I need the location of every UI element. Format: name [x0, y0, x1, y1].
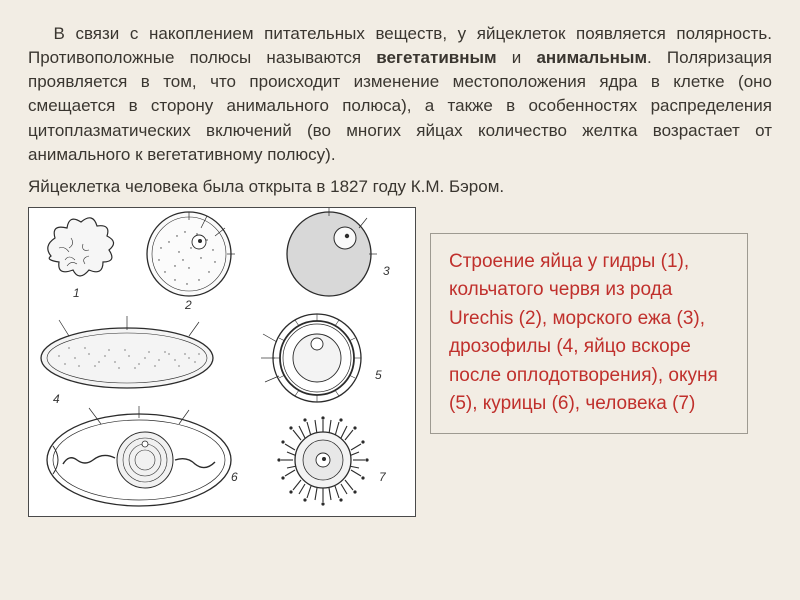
egg-hydra-icon	[48, 218, 114, 276]
egg-chicken-icon	[47, 406, 231, 506]
figure-label-1: 1	[73, 286, 80, 300]
paragraph-2: Яйцеклетка человека была открыта в 1827 …	[28, 175, 772, 199]
egg-perch-icon	[261, 314, 361, 402]
egg-structure-figure: 1 2 3 4 5 6 7	[28, 207, 416, 517]
figure-label-4: 4	[53, 392, 60, 406]
figure-label-5: 5	[375, 368, 382, 382]
egg-urechis-icon	[147, 212, 235, 296]
egg-sea-urchin-icon	[287, 208, 377, 296]
figure-caption: Строение яйца у гидры (1), кольчатого че…	[449, 248, 729, 419]
figure-caption-box: Строение яйца у гидры (1), кольчатого че…	[430, 233, 748, 434]
p1-bold1: вегетативным	[376, 48, 496, 67]
egg-human-icon	[277, 416, 368, 505]
p1-text2: и	[497, 48, 537, 67]
figure-label-3: 3	[383, 264, 390, 278]
figure-label-2: 2	[185, 298, 192, 312]
paragraph-1: В связи с накоплением питательных вещест…	[28, 22, 772, 167]
figure-label-7: 7	[379, 470, 386, 484]
figure-label-6: 6	[231, 470, 238, 484]
p1-bold2: анимальным	[536, 48, 647, 67]
egg-drosophila-icon	[41, 316, 213, 388]
